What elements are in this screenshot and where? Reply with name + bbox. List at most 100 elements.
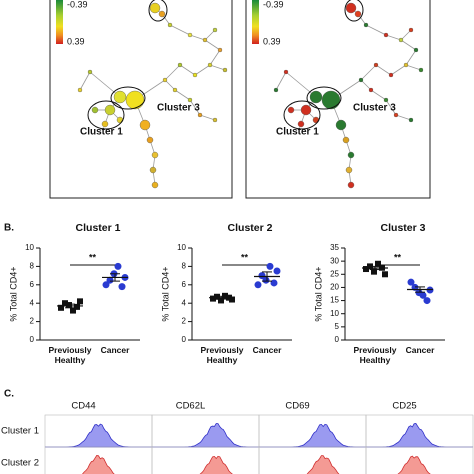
scale-max: 0.39 (67, 36, 85, 46)
histogram (199, 455, 233, 474)
tree-edge (169, 24, 191, 36)
tree-node (321, 90, 341, 110)
tree-node (309, 90, 323, 104)
histogram (306, 455, 340, 474)
scale-min: -0.39 (263, 0, 284, 9)
data-point (382, 271, 388, 278)
tree-edge (385, 99, 397, 116)
histogram (397, 455, 431, 474)
tree-node (77, 87, 83, 93)
cluster-outline (148, 0, 168, 22)
y-tick-label: 0 (182, 335, 187, 344)
x-tick-label: Cancer (405, 345, 435, 355)
tree-edge (79, 71, 91, 91)
tree-edge (400, 39, 417, 51)
tree-edge (179, 64, 196, 76)
cluster-outline (87, 100, 125, 130)
panel-box (245, 0, 431, 199)
tree-edge (405, 64, 422, 71)
histogram (152, 423, 259, 448)
tree-node (167, 22, 173, 28)
tree-edge (209, 64, 226, 71)
data-point (407, 278, 415, 286)
tree-node (408, 27, 414, 33)
data-point (229, 296, 235, 303)
panel-box (49, 0, 233, 199)
significance-label: ** (394, 252, 402, 262)
tree-node (347, 151, 355, 159)
y-tick-label: 4 (30, 298, 35, 307)
tree-node (187, 97, 193, 103)
tree-edge (164, 64, 181, 81)
tree-node (335, 119, 347, 131)
cluster-outline (283, 100, 321, 130)
column-header: CD69 (285, 401, 309, 412)
histogram-cell (365, 446, 474, 474)
chart-title: Cluster 2 (228, 222, 273, 234)
tree-node (151, 151, 159, 159)
tree-node (212, 27, 218, 33)
y-tick-label: 5 (335, 322, 340, 331)
data-point (106, 276, 114, 284)
x-tick-label: Cancer (252, 345, 282, 355)
data-point (70, 307, 76, 314)
tree-node (101, 120, 109, 128)
column-header: CD62L (176, 401, 206, 412)
data-point (62, 300, 68, 307)
tree-node (383, 32, 389, 38)
data-point (270, 279, 278, 287)
tree-edge (375, 64, 392, 76)
significance-label: ** (241, 252, 249, 262)
tree-node (408, 117, 414, 123)
tree-node (172, 87, 178, 93)
cluster-label: Cluster 1 (276, 127, 319, 138)
data-point (66, 302, 72, 309)
row-label: Cluster 1 (1, 426, 39, 437)
y-tick-label: 0 (30, 335, 35, 344)
tree-edge (275, 71, 287, 91)
tree-node (207, 62, 213, 68)
y-axis-label: % Total CD4+ (313, 266, 323, 321)
tree (77, 0, 228, 189)
panel-label: C. (4, 389, 14, 400)
data-point (218, 297, 224, 304)
tree-node (151, 181, 159, 189)
cluster-outline (344, 0, 364, 22)
tree-edge (395, 114, 412, 121)
tree-node (418, 67, 424, 73)
y-tick-label: 15 (330, 296, 339, 305)
tree-node (146, 136, 154, 144)
tree-edge (400, 29, 412, 41)
data-point (102, 281, 110, 289)
tree-node (222, 67, 228, 73)
tree-edge (189, 99, 201, 116)
y-axis-label: % Total CD4+ (8, 266, 18, 321)
tree-edge (209, 49, 221, 66)
tree-node (398, 37, 404, 43)
tree-node (202, 37, 208, 43)
tree-node (354, 10, 362, 18)
scale-max: 0.39 (263, 36, 281, 46)
data-point (262, 276, 270, 284)
data-point (118, 283, 126, 291)
histogram (259, 423, 366, 448)
data-point (363, 266, 369, 273)
data-point (266, 262, 274, 270)
significance-label: ** (89, 252, 97, 262)
tree-node (345, 166, 353, 174)
data-point (423, 297, 431, 305)
tree-node (149, 2, 161, 14)
tree-node (113, 90, 127, 104)
tree-edge (174, 89, 191, 101)
y-tick-label: 0 (335, 335, 340, 344)
data-point (419, 291, 427, 299)
data-point (210, 295, 216, 302)
x-tick-label: Cancer (100, 345, 130, 355)
tree-edge (360, 64, 377, 81)
tree-edge (199, 114, 216, 121)
tree-node (413, 47, 419, 53)
color-bar (252, 0, 259, 44)
tree-node (283, 69, 289, 75)
